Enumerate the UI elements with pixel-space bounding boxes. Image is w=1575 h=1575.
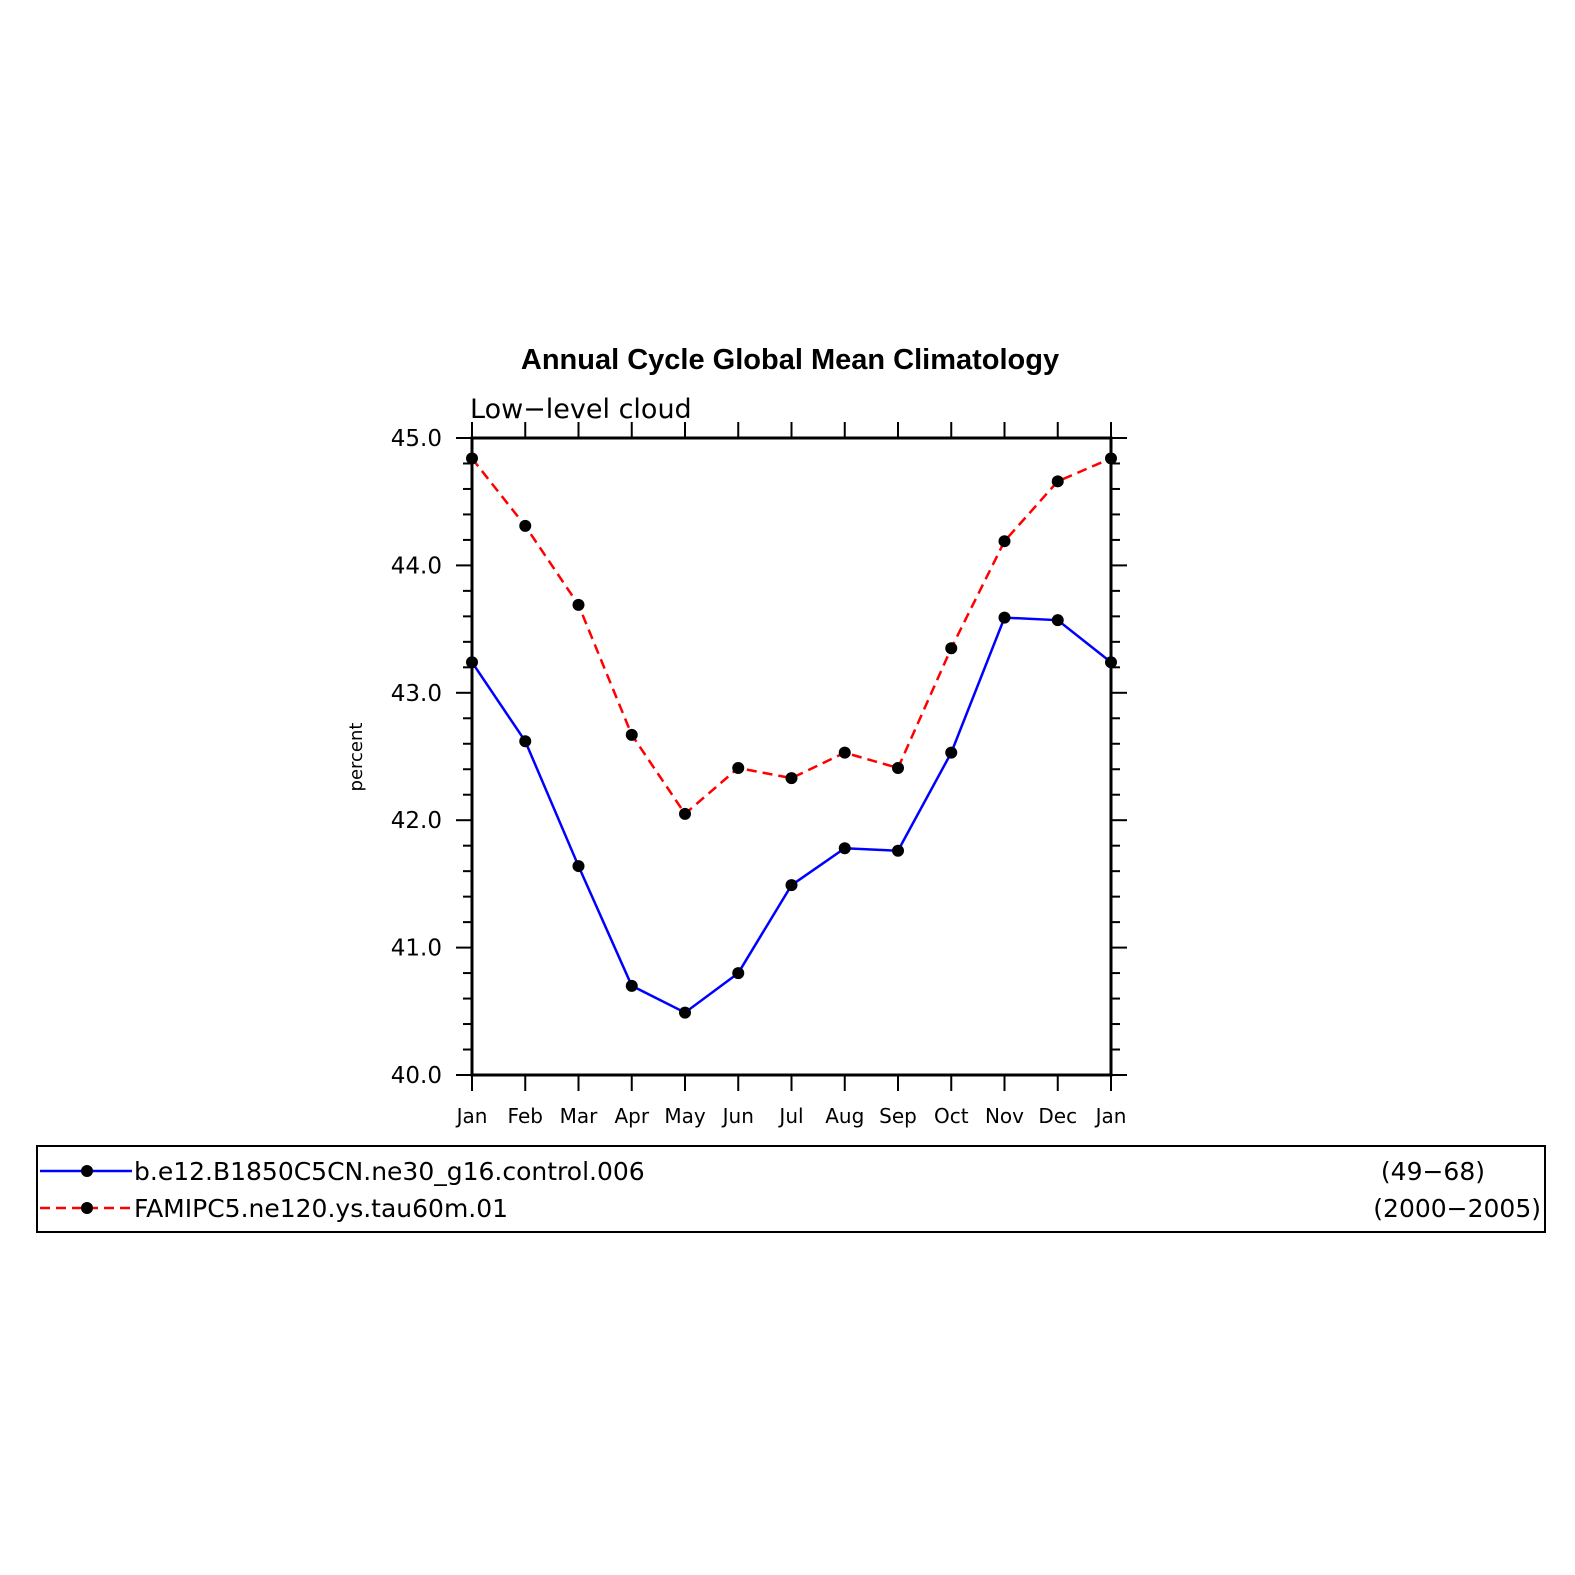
y-tick-label: 45.0: [391, 426, 442, 452]
series-2-point: [1051, 475, 1064, 488]
series-1-point: [572, 860, 585, 873]
series-2-point: [892, 761, 904, 774]
series-2-point: [466, 452, 478, 465]
x-tick-label: Feb: [508, 1104, 543, 1128]
x-tick-label: Jan: [1094, 1104, 1127, 1128]
x-tick-label: Jun: [721, 1104, 754, 1128]
series-2-point: [679, 807, 691, 820]
series-1-point: [1105, 656, 1117, 669]
x-tick-label: Mar: [560, 1104, 599, 1128]
series-line-2: [471, 457, 1112, 816]
series-1-point: [998, 611, 1011, 624]
y-tick-label: 43.0: [391, 681, 442, 707]
chart-subtitle: Low−level cloud: [470, 394, 692, 425]
series-1-point: [679, 1006, 691, 1019]
x-tick-label: Oct: [934, 1104, 969, 1128]
legend-label-2: FAMIPC5.ne120.ys.tau60m.01: [134, 1194, 508, 1223]
x-tick-label: Apr: [614, 1104, 649, 1128]
legend-period-1: (49−68): [1381, 1157, 1485, 1186]
tick-labels: 40.0 41.0 42.0 43.0 44.0 45.0 Jan Feb Mar Apr May J…: [391, 426, 1127, 1128]
series-1-point: [785, 879, 798, 892]
series-1-point: [519, 735, 532, 748]
x-tick-label: Nov: [985, 1104, 1024, 1128]
y-tick-label: 44.0: [391, 553, 442, 579]
series-2-point: [519, 519, 532, 532]
legend-box: [36, 1145, 1546, 1233]
series-2-point: [572, 598, 585, 611]
legend-label-1: b.e12.B1850C5CN.ne30_g16.control.006: [134, 1157, 645, 1186]
series-line-1: [470, 616, 1112, 1015]
legend: b.e12.B1850C5CN.ne30_g16.control.006 (49−…: [36, 1145, 1546, 1233]
series-2-point: [945, 642, 958, 655]
x-tick-label: Jul: [777, 1104, 803, 1128]
x-tick-label: Sep: [879, 1104, 917, 1128]
series-layer: [466, 452, 1117, 1019]
chart-title: Annual Cycle Global Mean Climatology: [521, 344, 1059, 376]
series-2-point: [732, 761, 745, 774]
x-tick-label: May: [664, 1104, 706, 1128]
series-1-point: [838, 842, 851, 855]
series-2-point: [998, 535, 1011, 548]
series-1-point: [466, 656, 478, 669]
legend-marker-2: [81, 1202, 93, 1214]
axes: [456, 422, 1127, 1091]
y-axis-label: percent: [346, 723, 367, 792]
series-1-point: [625, 979, 638, 992]
x-tick-label: Jan: [455, 1104, 488, 1128]
x-tick-label: Aug: [825, 1104, 864, 1128]
series-2-point: [625, 728, 638, 741]
series-2-point: [785, 772, 798, 785]
legend-marker-1: [81, 1165, 93, 1177]
series-1-point: [892, 844, 904, 857]
series-2-point: [838, 746, 851, 759]
series-1-point: [1051, 614, 1064, 627]
y-tick-label: 41.0: [391, 936, 442, 962]
series-2-point: [1105, 452, 1117, 465]
series-1-point: [732, 967, 745, 980]
series-1-point: [945, 746, 958, 759]
y-tick-label: 42.0: [391, 808, 442, 834]
x-tick-label: Dec: [1038, 1104, 1077, 1128]
y-tick-label: 40.0: [391, 1063, 442, 1089]
plot-frame: [470, 436, 1113, 1077]
legend-period-2: (2000−2005): [1373, 1194, 1541, 1223]
